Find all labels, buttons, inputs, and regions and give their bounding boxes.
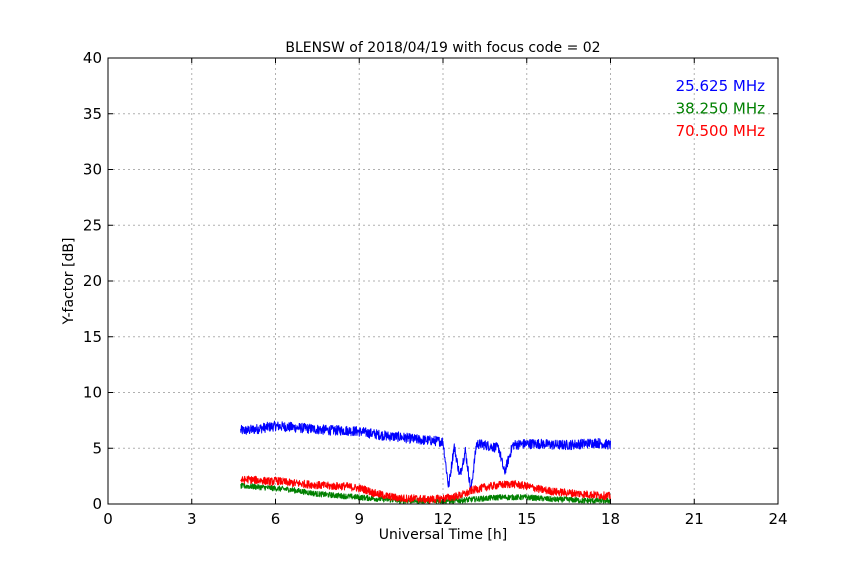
y-tick-label: 30 bbox=[83, 161, 102, 179]
y-tick-label: 35 bbox=[83, 105, 102, 123]
x-tick-label: 15 bbox=[517, 510, 536, 528]
x-tick-labels: 0 3 6 9 12 15 18 21 24 bbox=[103, 510, 787, 528]
x-tick-label: 24 bbox=[768, 510, 787, 528]
x-tick-label: 6 bbox=[271, 510, 281, 528]
y-tick-label: 20 bbox=[83, 272, 102, 290]
x-tick-label: 21 bbox=[685, 510, 704, 528]
x-axis-label: Universal Time [h] bbox=[379, 527, 507, 543]
series-layer bbox=[240, 420, 611, 504]
grid bbox=[108, 58, 778, 504]
x-tick-label: 0 bbox=[103, 510, 113, 528]
x-tick-label: 9 bbox=[354, 510, 364, 528]
ticks bbox=[107, 57, 779, 505]
series-line-1 bbox=[240, 420, 611, 490]
y-tick-label: 40 bbox=[83, 49, 102, 67]
x-tick-label: 12 bbox=[433, 510, 452, 528]
x-tick-label: 18 bbox=[601, 510, 620, 528]
legend-entry: 38.250 MHz bbox=[676, 100, 765, 118]
y-tick-label: 25 bbox=[83, 216, 102, 234]
y-tick-label: 0 bbox=[92, 495, 102, 513]
chart-title: BLENSW of 2018/04/19 with focus code = 0… bbox=[285, 40, 600, 56]
y-tick-label: 15 bbox=[83, 328, 102, 346]
x-tick-label: 3 bbox=[187, 510, 197, 528]
series-line-3 bbox=[240, 475, 611, 504]
legend-entry: 70.500 MHz bbox=[676, 122, 765, 140]
y-tick-labels: 0 5 10 15 20 25 30 35 40 bbox=[83, 49, 102, 513]
y-axis-label: Y-factor [dB] bbox=[61, 238, 77, 326]
y-tick-label: 10 bbox=[83, 384, 102, 402]
y-tick-label: 5 bbox=[92, 439, 102, 457]
legend-entry: 25.625 MHz bbox=[676, 77, 765, 95]
legend: 25.625 MHz 38.250 MHz 70.500 MHz bbox=[676, 77, 765, 140]
